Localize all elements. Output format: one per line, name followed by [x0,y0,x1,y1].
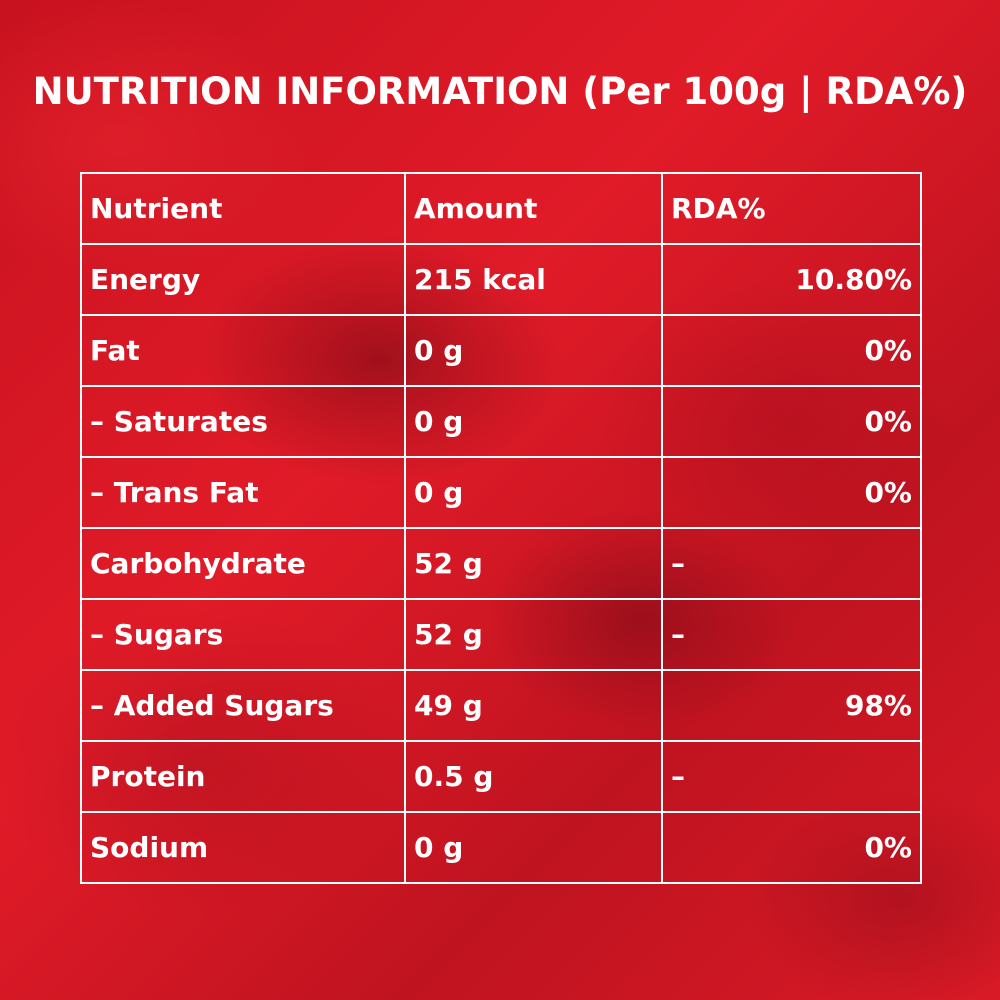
nutrient-cell: Energy [80,243,406,316]
rda-cell: – [661,740,922,813]
page-title: NUTRITION INFORMATION (Per 100g | RDA%) [32,70,968,113]
table-row: Sodium 0 g 0% [80,811,922,884]
nutrient-cell: – Trans Fat [80,456,406,529]
amount-cell: 52 g [404,598,663,671]
rda-cell: 0% [661,314,922,387]
nutrient-cell: Sodium [80,811,406,884]
amount-cell: 0.5 g [404,740,663,813]
table-row: Energy 215 kcal 10.80% [80,243,922,316]
amount-cell: 0 g [404,385,663,458]
rda-cell: 0% [661,456,922,529]
amount-cell: 0 g [404,314,663,387]
amount-cell: 52 g [404,527,663,600]
amount-cell: 215 kcal [404,243,663,316]
table-row: – Sugars 52 g – [80,598,922,671]
rda-cell: – [661,598,922,671]
header-amount: Amount [404,172,663,245]
table-row: – Trans Fat 0 g 0% [80,456,922,529]
rda-cell: 0% [661,811,922,884]
rda-cell: 98% [661,669,922,742]
table-row: – Saturates 0 g 0% [80,385,922,458]
rda-cell: 10.80% [661,243,922,316]
nutrient-cell: – Sugars [80,598,406,671]
rda-cell: – [661,527,922,600]
header-rda: RDA% [661,172,922,245]
nutrient-cell: Carbohydrate [80,527,406,600]
table-row: Carbohydrate 52 g – [80,527,922,600]
rda-cell: 0% [661,385,922,458]
nutrient-cell: – Added Sugars [80,669,406,742]
amount-cell: 0 g [404,456,663,529]
nutrient-cell: Protein [80,740,406,813]
amount-cell: 49 g [404,669,663,742]
header-nutrient: Nutrient [80,172,406,245]
nutrient-cell: – Saturates [80,385,406,458]
nutrient-cell: Fat [80,314,406,387]
amount-cell: 0 g [404,811,663,884]
table-header-row: Nutrient Amount RDA% [80,172,922,245]
table-row: Protein 0.5 g – [80,740,922,813]
table-row: Fat 0 g 0% [80,314,922,387]
nutrition-table: Nutrient Amount RDA% Energy 215 kcal 10.… [80,172,922,884]
table-row: – Added Sugars 49 g 98% [80,669,922,742]
